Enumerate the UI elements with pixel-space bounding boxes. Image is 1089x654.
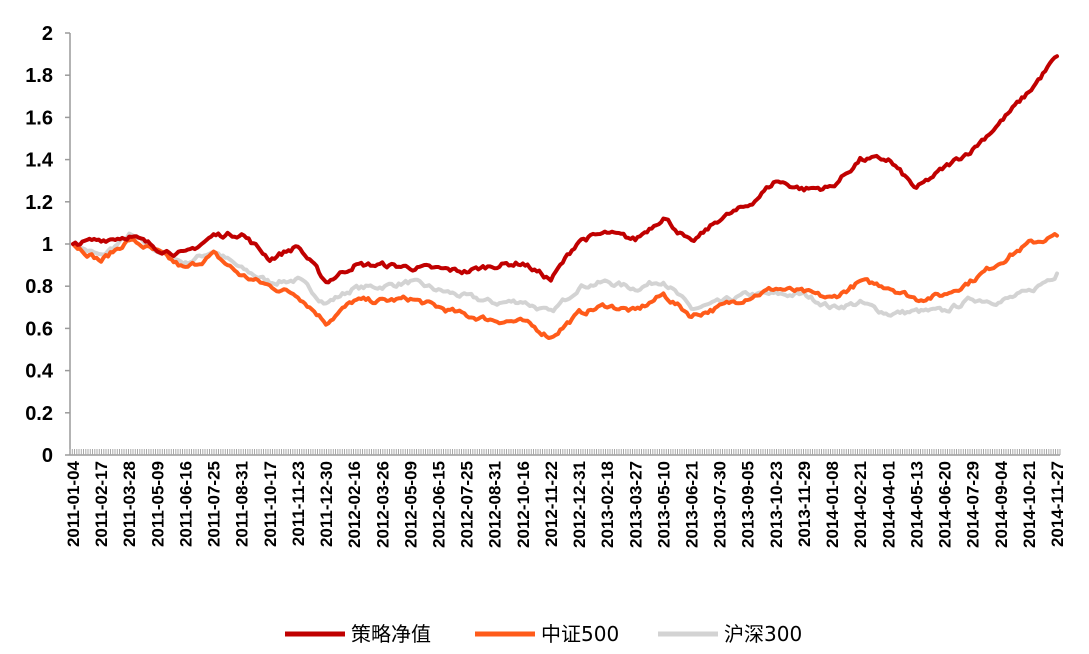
x-axis-ticks: 2011-01-04 2011-02-17 2011-03-28 2011-05-09… xyxy=(64,460,1067,548)
series-line-1 xyxy=(71,232,1059,340)
x-tick-label: 2012-12-31 xyxy=(570,461,589,548)
x-tick-label: 2013-07-30 xyxy=(711,461,730,548)
x-tick-label: 2014-01-08 xyxy=(823,461,842,548)
x-tick-label: 2012-02-16 xyxy=(345,461,364,548)
y-axis-ticks: 0 0.2 0.4 0.6 0.8 1 1.2 1.4 1.6 1.8 2 xyxy=(25,23,70,467)
x-tick-label: 2011-01-04 xyxy=(64,460,83,547)
x-tick-label: 2013-06-21 xyxy=(683,461,702,548)
x-tick-label: 2011-10-17 xyxy=(261,461,280,547)
y-tick-label: 1 xyxy=(42,234,53,256)
x-tick-label: 2011-02-17 xyxy=(92,461,111,547)
x-tick-label: 2011-08-31 xyxy=(233,461,252,547)
x-tick-label: 2014-06-20 xyxy=(936,461,955,548)
x-tick-label: 2013-09-05 xyxy=(739,461,758,548)
y-tick-label: 2 xyxy=(42,23,53,45)
x-tick-label: 2012-08-31 xyxy=(486,461,505,548)
legend-label-0: 策略净值 xyxy=(351,622,431,646)
y-tick-label: 0.4 xyxy=(25,361,54,383)
x-tick-label: 2014-02-21 xyxy=(851,461,870,548)
x-tick-label: 2012-07-25 xyxy=(458,461,477,548)
x-tick-label: 2014-05-13 xyxy=(907,461,926,548)
series-line-2 xyxy=(71,231,1059,318)
x-tick-label: 2013-11-29 xyxy=(795,461,814,547)
x-tick-label: 2014-09-04 xyxy=(992,460,1011,548)
axes xyxy=(69,33,1061,456)
x-tick-label: 2012-11-22 xyxy=(542,461,561,547)
x-tick-label: 2011-05-09 xyxy=(148,461,167,547)
x-tick-label: 2013-10-23 xyxy=(767,461,786,548)
x-tick-label: 2012-03-26 xyxy=(373,461,392,548)
y-tick-label: 1.6 xyxy=(25,107,53,129)
series-lines xyxy=(71,54,1059,340)
x-axis-hatch-marks xyxy=(69,449,1061,455)
x-tick-label: 2012-10-16 xyxy=(514,461,533,548)
y-tick-label: 1.8 xyxy=(25,65,53,87)
legend: 策略净值 中证500 沪深300 xyxy=(285,622,802,646)
series-line-0 xyxy=(71,54,1059,285)
x-tick-label: 2011-12-30 xyxy=(317,461,336,547)
x-tick-label: 2013-05-10 xyxy=(654,461,673,548)
x-tick-label: 2014-11-27 xyxy=(1048,461,1067,547)
x-tick-label: 2014-07-29 xyxy=(964,461,983,548)
x-tick-label: 2013-03-27 xyxy=(626,461,645,548)
x-tick-label: 2013-02-18 xyxy=(598,461,617,548)
x-tick-label: 2014-10-21 xyxy=(1020,461,1039,548)
x-tick-label: 2012-06-15 xyxy=(430,461,449,548)
y-tick-label: 0.6 xyxy=(25,318,53,340)
x-tick-label: 2014-04-01 xyxy=(879,461,898,548)
y-tick-label: 0 xyxy=(42,445,53,467)
y-tick-label: 1.2 xyxy=(25,192,53,214)
legend-label-2: 沪深300 xyxy=(724,622,802,646)
x-tick-label: 2011-07-25 xyxy=(205,461,224,547)
legend-label-1: 中证500 xyxy=(541,622,619,646)
x-tick-label: 2012-05-09 xyxy=(401,461,420,548)
x-tick-label: 2011-03-28 xyxy=(120,461,139,547)
y-tick-label: 1.4 xyxy=(25,150,54,172)
y-tick-label: 0.2 xyxy=(25,403,53,425)
x-tick-label: 2011-06-16 xyxy=(177,461,196,547)
y-tick-label: 0.8 xyxy=(25,276,53,298)
x-tick-label: 2011-11-23 xyxy=(289,461,308,546)
